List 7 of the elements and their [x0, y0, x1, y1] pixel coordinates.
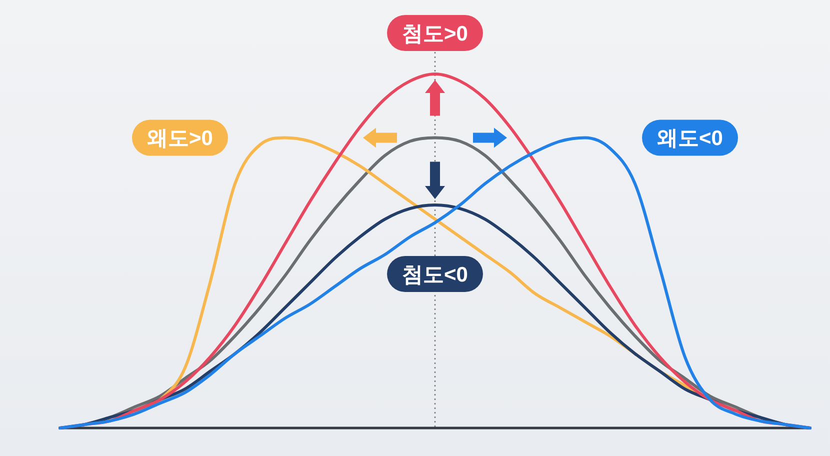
label: 왜도>0 [132, 120, 228, 156]
label: 첨도>0 [387, 15, 483, 51]
label: 왜도<0 [642, 120, 738, 156]
series-label: 왜도<0 [657, 127, 723, 150]
label: 첨도<0 [387, 256, 483, 292]
series-label: 왜도>0 [147, 127, 213, 150]
series-label: 첨도>0 [402, 22, 468, 46]
